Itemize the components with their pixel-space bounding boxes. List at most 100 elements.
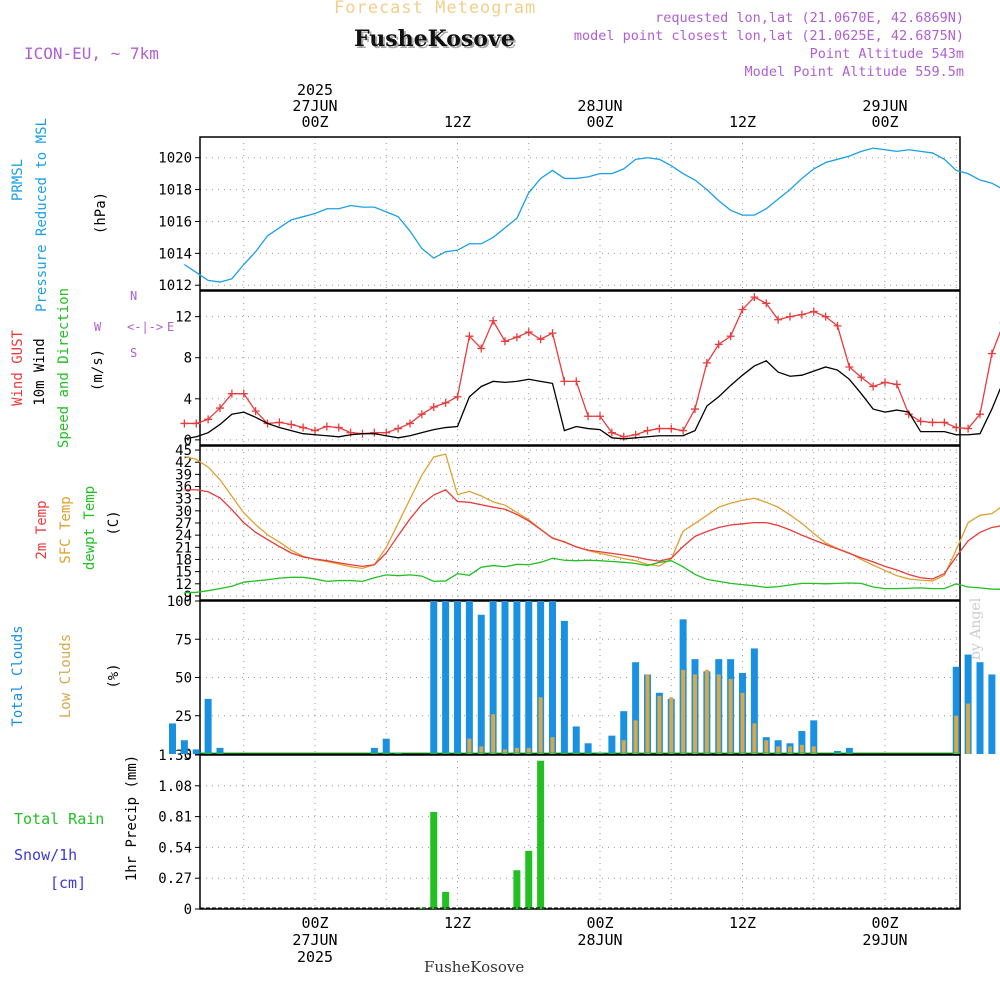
gust-line-marker (750, 293, 759, 302)
low-clouds-label: Low Clouds (58, 634, 74, 718)
sfc-temp-label: SFC Temp (58, 496, 74, 563)
pressure-sub-label: Pressure Reduced to MSL (34, 118, 50, 312)
total-cloud-bar (549, 601, 556, 754)
total-cloud-bar (798, 731, 806, 754)
temperature-ytick-label: 27 (175, 516, 192, 532)
precip-ytick-label: 1.08 (158, 779, 192, 795)
top-time-label: 28JUN (577, 97, 622, 115)
snow-label: Snow/1h (14, 846, 77, 864)
total-clouds-label: Total Clouds (10, 625, 26, 726)
low-cloud-bar (633, 720, 638, 754)
total-cloud-bar (952, 666, 960, 754)
gust-line-marker (477, 344, 486, 353)
model-point-label: model point closest lon,lat (21.0625E, 4… (573, 28, 964, 44)
total-cloud-bar (216, 747, 224, 754)
total-cloud-bar (537, 601, 545, 754)
sfc-temp-line (184, 453, 1000, 582)
gust-line-marker (833, 321, 842, 330)
low-cloud-bar (954, 715, 959, 754)
low-cloud-bar (657, 695, 662, 754)
gust-line-marker (607, 428, 616, 437)
temperature-ytick-label: 45 (175, 443, 192, 459)
gust-line-marker (952, 423, 961, 432)
top-time-label: 12Z (729, 113, 756, 131)
top-time-label: 12Z (444, 113, 471, 131)
dewpt-line (184, 557, 1000, 594)
total-cloud-bar (976, 662, 984, 754)
compass-w-label: W (94, 320, 102, 334)
bottom-time-label: 28JUN (577, 931, 622, 949)
total-cloud-bar (572, 726, 580, 754)
gust-line-marker (465, 332, 474, 341)
gust-line-marker (453, 392, 462, 401)
low-cloud-bar (526, 747, 531, 754)
temperature-ytick-label: 15 (175, 565, 192, 581)
gust-line-marker (216, 404, 224, 413)
low-cloud-bar (704, 669, 709, 754)
gust-line-marker (976, 410, 984, 419)
gust-line-marker (809, 307, 818, 316)
total-cloud-bar (382, 738, 390, 754)
low-cloud-bar (788, 746, 792, 754)
total-rain-label: Total Rain (14, 810, 104, 828)
rain-bar (442, 891, 450, 909)
point-altitude-label: Point Altitude 543m (809, 46, 964, 62)
bottom-time-label: 12Z (729, 914, 756, 932)
temperature-ytick-label: 9 (184, 589, 192, 605)
total-cloud-bar (454, 601, 461, 754)
low-cloud-bar (479, 746, 484, 754)
total-cloud-bar (370, 747, 378, 754)
pressure-ytick-label: 1018 (158, 183, 192, 199)
bottom-time-label: 00Z (871, 914, 898, 932)
low-cloud-bar (645, 674, 650, 754)
gust-line-marker (192, 419, 201, 428)
gust-line-marker (655, 424, 664, 433)
clouds-ytick-label: 50 (175, 671, 192, 687)
clouds-frame (199, 600, 961, 755)
precip-unit-label: 1hr Precip (mm) (124, 755, 140, 881)
gust-line-marker (251, 407, 260, 416)
bottom-time-label: 12Z (444, 914, 471, 932)
model-label: ICON-EU, ~ 7km (24, 44, 159, 63)
bottom-time-label: 00Z (301, 914, 328, 932)
total-cloud-bar (988, 674, 996, 754)
total-cloud-bar (513, 601, 521, 754)
low-cloud-bar (764, 740, 769, 754)
compass-arrow-label: <-|-> (127, 320, 163, 334)
top-time-label: 00Z (871, 113, 898, 131)
forecast-title: Forecast Meteogram (334, 0, 537, 18)
wind-ytick-label: 0 (184, 433, 192, 449)
gust-line-marker (536, 335, 545, 344)
gust-line-marker (845, 362, 854, 371)
precip-ytick-label: 0.54 (158, 840, 192, 856)
gust-line-marker (667, 424, 676, 433)
low-cloud-bar (811, 746, 816, 754)
total-cloud-bar (834, 750, 841, 754)
gust-line-marker (287, 420, 296, 429)
clouds-ytick-label: 75 (175, 632, 192, 648)
pressure-ytick-label: 1012 (158, 278, 192, 294)
pressure-ytick-label: 1014 (158, 246, 192, 262)
temp2m-line (184, 488, 1000, 580)
temperature-ytick-label: 39 (175, 467, 192, 483)
gust-line-marker (572, 377, 581, 386)
gust-line-marker (370, 428, 379, 437)
total-cloud-bar (192, 749, 200, 754)
temp2m-label: 2m Temp (34, 500, 50, 559)
gust-line-marker (714, 340, 723, 349)
low-cloud-bar (966, 703, 971, 754)
model-altitude-label: Model Point Altitude 559.5m (744, 64, 964, 80)
low-cloud-bar (799, 744, 804, 754)
total-cloud-bar (845, 747, 853, 754)
low-cloud-bar (728, 679, 733, 754)
clouds-ytick-label: 25 (175, 709, 192, 725)
temperature-ytick-label: 18 (175, 552, 192, 568)
clouds-unit-label: (%) (106, 663, 122, 688)
total-cloud-bar (620, 711, 628, 754)
low-cloud-bar (716, 674, 721, 754)
clouds-ytick-label: 100 (167, 594, 192, 610)
gust-line-marker (334, 423, 343, 432)
total-cloud-bar (525, 601, 533, 754)
gust-line-marker (869, 382, 878, 391)
